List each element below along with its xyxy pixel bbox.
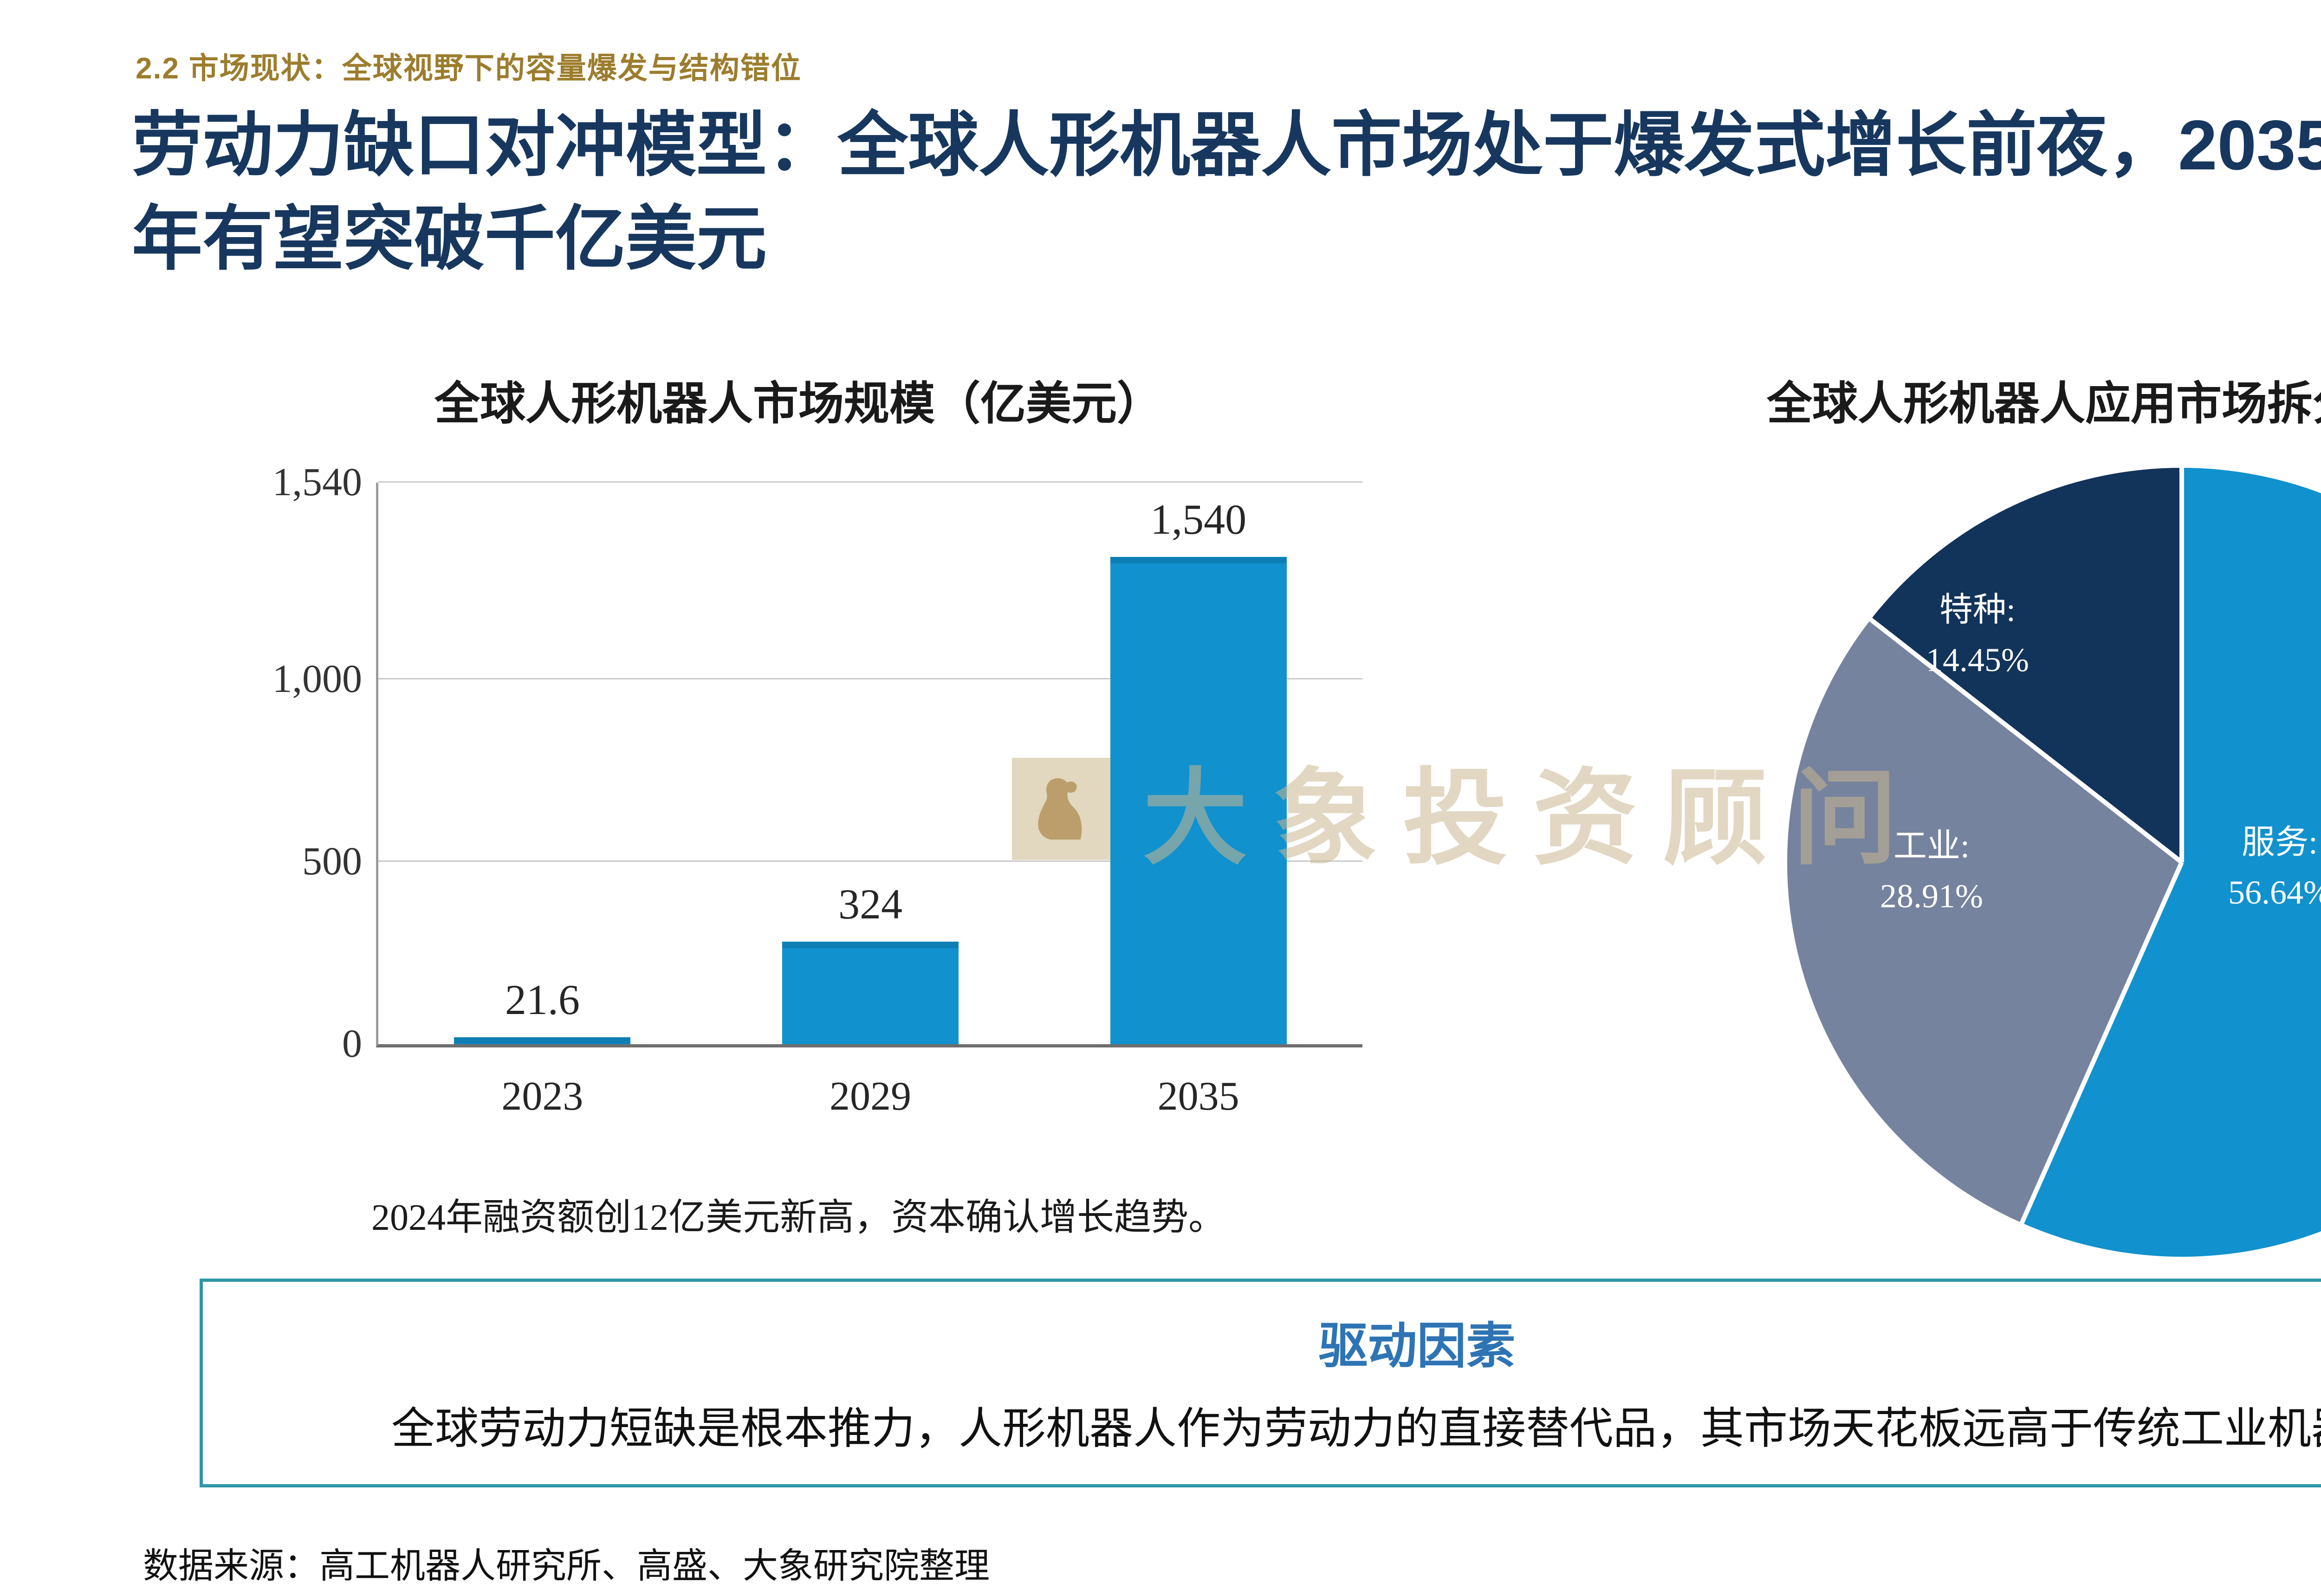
x-tick-label: 2029: [830, 1074, 911, 1119]
pie-label-special: 特种: 14.45%: [1926, 591, 2029, 678]
section-label: 2.2 市场现状：全球视野下的容量爆发与结构错位: [136, 52, 802, 85]
bar-value-label: 324: [838, 880, 902, 928]
driver-box-title: 驱动因素: [1318, 1319, 1516, 1374]
gridline-500: [378, 860, 1362, 862]
bar-value-label: 1,540: [1150, 496, 1247, 543]
driver-box-body: 全球劳动力短缺是根本推力，人形机器人作为劳动力的直接替代品，其市场天花板远高于传…: [391, 1405, 2321, 1453]
y-tick-label: 500: [302, 839, 362, 884]
data-source-note: 数据来源：高工机器人研究所、高盛、大象研究院整理: [143, 1547, 990, 1586]
y-tick-label: 1,000: [272, 656, 363, 701]
bar-chart-title: 全球人形机器人市场规模（亿美元）: [434, 379, 1162, 429]
bar-2035: [1110, 557, 1287, 1044]
page-title-line2: 年有望突破千亿美元: [132, 200, 767, 279]
gridline-1000: [378, 678, 1362, 680]
bar-2029: [782, 942, 959, 1044]
bar-2023: [454, 1037, 631, 1044]
pie-label-industry: 工业: 28.91%: [1880, 827, 1983, 915]
page-title: 劳动力缺口对冲模型：全球人形机器人市场处于爆发式增长前夜，2035 年有望突破千…: [132, 98, 2321, 286]
pie-chart: 全球人形机器人应用市场拆分（%） 服务: 56.64% 工业: 28.91% 特…: [1666, 367, 2321, 1318]
bar-chart: 全球人形机器人市场规模（亿美元） 0 500 1,000 1,540 21.6 2023…: [232, 367, 1365, 1248]
bar-chart-y-axis: 0 500 1,000 1,540: [232, 367, 363, 1109]
page-title-line1: 劳动力缺口对冲模型：全球人形机器人市场处于爆发式增长前夜，2035: [132, 106, 2321, 185]
pie-chart-title: 全球人形机器人应用市场拆分（%）: [1766, 379, 2321, 429]
x-tick-label: 2023: [501, 1074, 583, 1119]
gridline-1540: [378, 481, 1362, 483]
bar-value-label: 21.6: [505, 976, 580, 1024]
pie-label-service: 服务: 56.64%: [2228, 824, 2321, 911]
bar-plot-area: 21.6 2023 324 2029 1,540 2035: [376, 481, 1362, 1119]
pie-slice-divider: [2179, 468, 2184, 862]
y-tick-label: 1,540: [272, 459, 363, 504]
bar-chart-caption: 2024年融资额创12亿美元新高，资本确认增长趋势。: [371, 1197, 1225, 1238]
y-tick-label: 0: [342, 1021, 362, 1066]
x-tick-label: 2035: [1157, 1074, 1239, 1119]
driver-factors-box: 驱动因素 全球劳动力短缺是根本推力，人形机器人作为劳动力的直接替代品，其市场天花…: [200, 1279, 2321, 1487]
